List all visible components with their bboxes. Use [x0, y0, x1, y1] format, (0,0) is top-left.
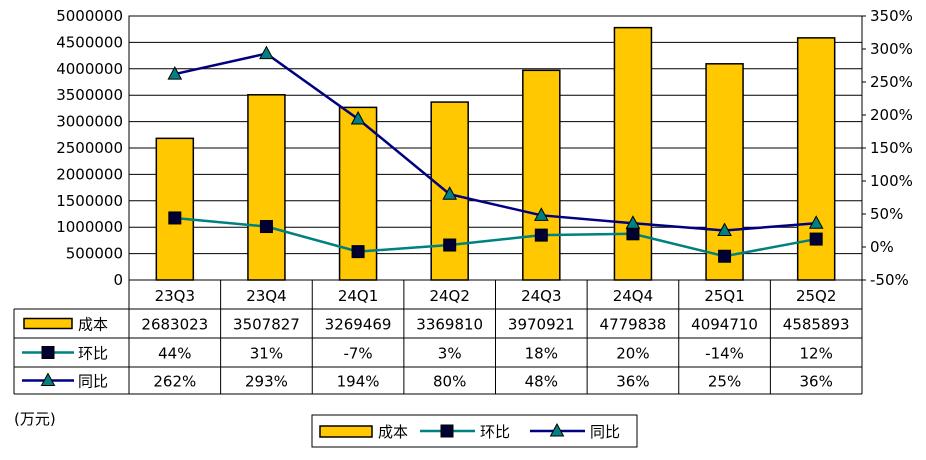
bar-23Q4 [247, 94, 286, 281]
point-同比-25Q1 [717, 222, 732, 236]
category-label: 23Q4 [246, 287, 286, 305]
y-left-tick-label: 0 [113, 271, 123, 289]
data-label: 293% [245, 373, 288, 391]
data-label: 3% [438, 345, 462, 363]
y-right-tick-label: 350% [870, 7, 913, 25]
data-label: 4585893 [783, 316, 850, 334]
bar-24Q3 [522, 69, 561, 281]
y-right-tick-label: 150% [870, 139, 913, 157]
category-label: 24Q3 [521, 287, 561, 305]
point-同比-23Q3 [167, 66, 183, 80]
data-label: 44% [158, 345, 191, 363]
point-同比-24Q3 [533, 207, 549, 221]
data-label: 80% [433, 373, 466, 391]
data-label: 20% [616, 345, 649, 363]
bar-24Q4 [613, 26, 653, 281]
data-label: 36% [800, 373, 833, 391]
y-right-tick-label: 50% [870, 205, 903, 223]
legend [311, 414, 638, 448]
y-left-tick-label: 5000000 [56, 7, 123, 25]
category-label: 24Q2 [429, 287, 469, 305]
data-label: 25% [708, 373, 741, 391]
data-label: 3970921 [508, 316, 575, 334]
row-key-成本 [23, 317, 73, 330]
category-label: 24Q1 [338, 287, 378, 305]
data-label: 12% [800, 345, 833, 363]
row-header-同比: 同比 [78, 373, 108, 391]
y-left-tick-label: 3500000 [56, 86, 123, 104]
bar-23Q3 [155, 137, 195, 281]
row-header-成本: 成本 [78, 316, 108, 334]
point-环比-24Q4 [626, 227, 640, 241]
data-label: 262% [153, 373, 196, 391]
data-label: 31% [250, 345, 283, 363]
data-label: 3507827 [233, 316, 300, 334]
data-label: -14% [705, 345, 744, 363]
point-同比-24Q4 [625, 215, 641, 229]
y-left-tick-label: 1500000 [56, 192, 123, 210]
data-label: 2683023 [141, 316, 208, 334]
y-right-tick-label: 300% [870, 40, 913, 58]
point-同比-24Q1 [350, 110, 366, 125]
row-header-环比: 环比 [78, 345, 108, 363]
y-left-tick-label: 3000000 [56, 113, 123, 131]
legend-marker-同比 [549, 422, 565, 437]
y-left-tick-label: 4500000 [56, 33, 123, 51]
y-right-tick-label: -50% [870, 271, 909, 289]
y-left-tick-label: 4000000 [56, 60, 123, 78]
data-label: 36% [616, 373, 649, 391]
point-同比-24Q2 [442, 186, 458, 200]
data-label: 48% [525, 373, 558, 391]
data-label: 3369810 [416, 316, 483, 334]
data-label: -7% [343, 345, 372, 363]
y-left-tick-label: 500000 [66, 245, 123, 263]
legend-key-成本 [319, 425, 373, 438]
y-left-tick-label: 1000000 [56, 218, 123, 236]
data-label: 3269469 [325, 316, 392, 334]
category-label: 23Q3 [155, 287, 195, 305]
line-同比 [174, 52, 817, 232]
y-right-tick-label: 0% [870, 238, 894, 256]
y-right-tick-label: 100% [870, 172, 913, 190]
category-label: 25Q2 [796, 287, 836, 305]
data-label: 194% [337, 373, 380, 391]
bar-25Q2 [796, 37, 836, 281]
y-right-tick-label: 250% [870, 73, 913, 91]
legend-label-同比: 同比 [590, 423, 620, 441]
data-label: 4779838 [600, 316, 667, 334]
point-环比-23Q4 [259, 220, 273, 234]
point-环比-24Q1 [351, 245, 365, 259]
unit-label: (万元) [14, 410, 56, 428]
point-环比-24Q2 [443, 238, 457, 252]
point-环比-23Q3 [168, 211, 182, 225]
legend-label-成本: 成本 [378, 423, 408, 441]
y-left-tick-label: 2500000 [56, 139, 123, 157]
point-环比-25Q2 [809, 232, 823, 246]
point-同比-23Q4 [259, 45, 274, 60]
point-环比-25Q1 [718, 249, 732, 263]
data-label: 4094710 [691, 316, 758, 334]
row-key-marker-环比 [41, 346, 55, 359]
line-环比 [174, 216, 817, 258]
category-label: 25Q1 [704, 287, 744, 305]
point-同比-25Q2 [808, 215, 824, 229]
y-right-tick-label: 200% [870, 106, 913, 124]
point-环比-24Q3 [534, 228, 548, 242]
data-label: 18% [525, 345, 558, 363]
legend-marker-环比 [440, 424, 454, 438]
y-left-tick-label: 2000000 [56, 165, 123, 183]
bar-25Q1 [705, 63, 744, 281]
category-label: 24Q4 [613, 287, 653, 305]
legend-label-环比: 环比 [480, 423, 510, 441]
row-key-marker-同比 [40, 372, 56, 386]
